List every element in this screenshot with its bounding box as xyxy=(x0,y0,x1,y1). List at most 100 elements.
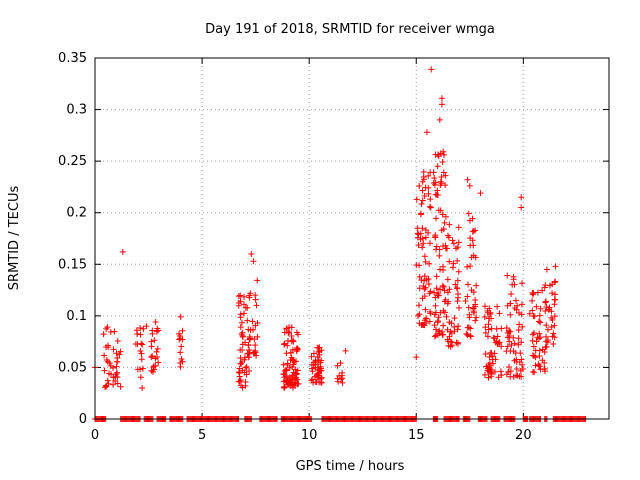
data-point xyxy=(139,365,146,372)
data-point xyxy=(418,201,425,208)
data-point xyxy=(425,276,432,283)
data-point xyxy=(473,314,480,321)
data-point xyxy=(137,331,144,338)
data-point xyxy=(422,284,429,291)
data-point xyxy=(541,359,548,366)
data-point xyxy=(541,348,548,355)
data-point xyxy=(246,294,253,301)
axis-ticks xyxy=(94,57,609,420)
data-point xyxy=(441,219,448,226)
data-point xyxy=(110,346,117,353)
data-point xyxy=(237,360,244,367)
plot-frame xyxy=(94,57,610,420)
data-point xyxy=(100,331,107,338)
data-point xyxy=(281,383,288,390)
data-point xyxy=(148,343,155,350)
data-point xyxy=(419,225,426,232)
data-point xyxy=(465,210,472,217)
data-point xyxy=(426,290,433,297)
data-point xyxy=(419,244,426,251)
data-point xyxy=(440,322,447,329)
data-point xyxy=(454,244,461,251)
data-point xyxy=(463,330,470,337)
data-point xyxy=(486,353,493,360)
data-point xyxy=(428,66,435,73)
data-point xyxy=(453,339,460,346)
x-tick-label: 15 xyxy=(408,428,425,443)
data-point xyxy=(437,266,444,273)
data-point xyxy=(422,306,429,313)
data-point xyxy=(546,304,553,311)
data-point xyxy=(531,313,538,320)
data-point xyxy=(512,350,519,356)
data-point xyxy=(149,353,156,360)
data-point xyxy=(110,381,117,388)
data-point xyxy=(137,325,144,332)
data-point xyxy=(292,377,299,384)
data-point xyxy=(550,330,557,337)
data-point xyxy=(546,282,553,289)
data-point xyxy=(494,303,501,310)
data-point xyxy=(518,311,525,318)
data-point xyxy=(446,333,453,340)
data-point xyxy=(445,298,452,305)
data-point xyxy=(425,184,432,191)
data-point xyxy=(549,290,556,297)
data-point xyxy=(239,341,246,348)
data-point xyxy=(438,174,445,181)
data-point xyxy=(494,333,501,340)
data-point xyxy=(423,129,430,136)
data-point xyxy=(148,367,155,374)
data-point xyxy=(516,321,523,328)
data-point xyxy=(454,326,461,333)
data-point xyxy=(544,339,551,346)
data-point xyxy=(511,340,518,347)
y-tick-label: 0.35 xyxy=(58,51,87,66)
data-point xyxy=(491,335,498,342)
data-point xyxy=(515,327,522,334)
data-point xyxy=(137,348,144,355)
data-point xyxy=(504,334,511,341)
data-point xyxy=(420,240,427,247)
data-point xyxy=(133,327,140,334)
data-point xyxy=(283,350,290,357)
y-tick-label: 0.3 xyxy=(66,103,87,118)
data-point xyxy=(283,325,290,332)
data-point xyxy=(451,328,458,335)
data-point xyxy=(431,333,438,340)
data-point xyxy=(152,319,159,326)
data-point xyxy=(455,291,462,298)
data-point xyxy=(518,373,525,380)
data-point xyxy=(419,295,426,302)
data-point xyxy=(529,352,536,359)
data-point xyxy=(420,168,427,175)
data-point xyxy=(281,371,288,378)
data-point xyxy=(287,382,294,389)
data-point xyxy=(545,326,552,333)
data-point xyxy=(467,333,474,340)
data-point xyxy=(117,348,124,355)
data-point xyxy=(237,324,244,331)
data-point xyxy=(114,337,121,344)
data-point xyxy=(286,329,293,336)
data-point xyxy=(456,304,463,311)
data-point xyxy=(450,240,457,247)
data-point xyxy=(153,348,160,355)
data-point xyxy=(533,338,540,345)
data-point xyxy=(178,343,185,350)
grid-lines xyxy=(95,58,609,419)
data-point xyxy=(421,286,428,293)
data-point xyxy=(117,383,124,390)
data-point xyxy=(416,273,423,280)
data-point xyxy=(294,367,301,374)
data-point xyxy=(446,258,453,265)
data-point xyxy=(470,305,477,312)
tick-labels: 0 5 10 15 20 0 0.05 0.1 0.15 0.2 0.25 0.3 0.35 xyxy=(58,51,532,443)
data-point xyxy=(235,293,242,300)
data-point xyxy=(295,331,302,338)
data-point xyxy=(254,333,261,340)
data-point xyxy=(530,329,537,336)
data-point xyxy=(436,116,443,123)
data-point xyxy=(339,369,346,376)
data-point xyxy=(179,358,186,365)
